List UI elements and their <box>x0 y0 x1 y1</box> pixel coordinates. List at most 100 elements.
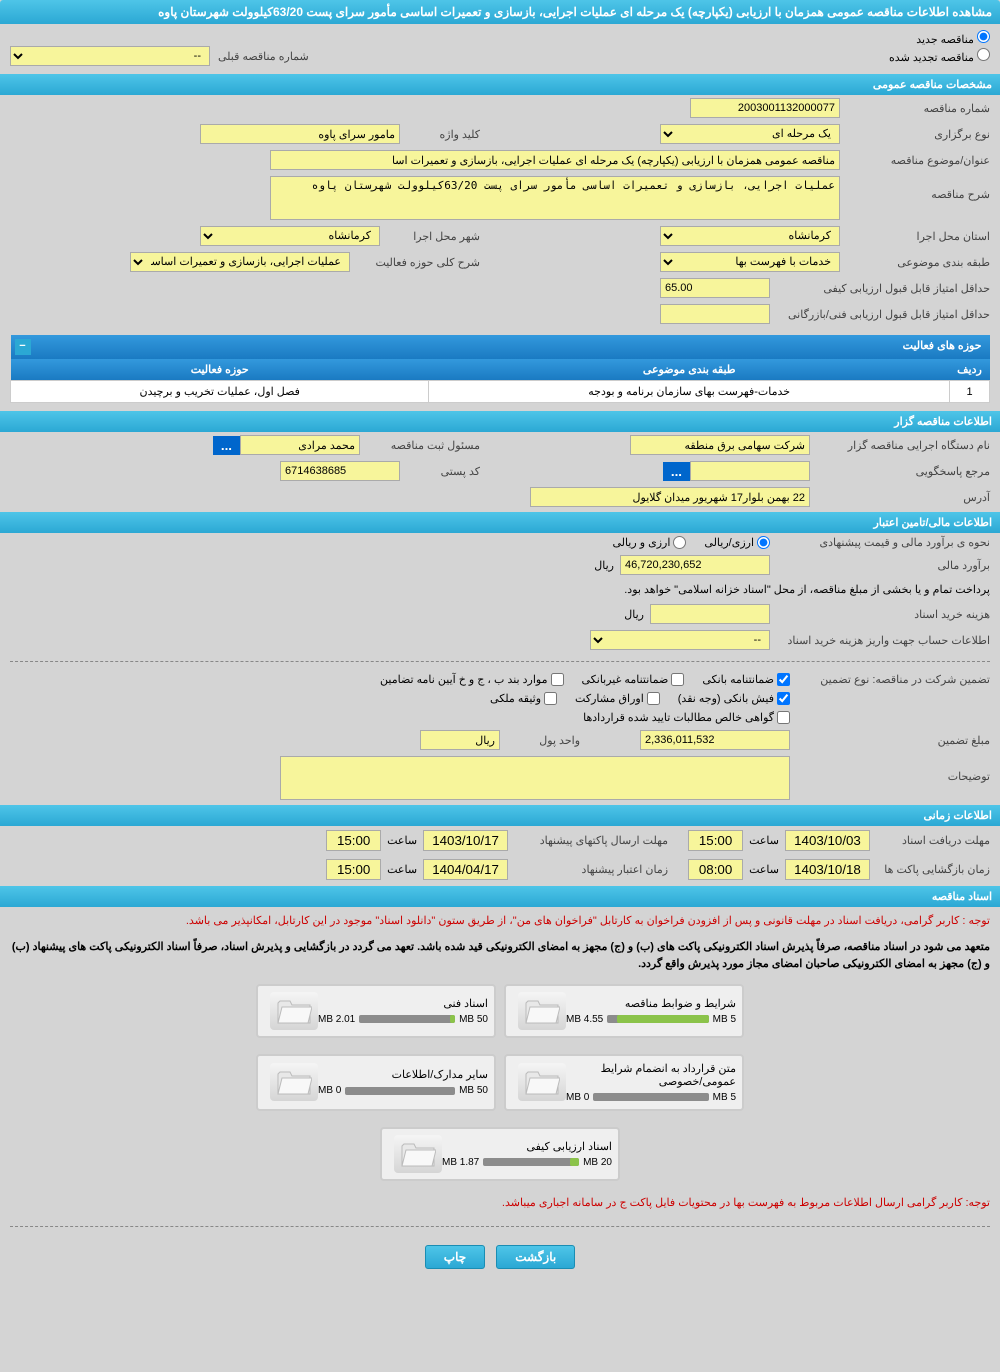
responsible-input[interactable] <box>240 435 360 455</box>
radio-rial[interactable]: ارزی/ریالی <box>704 536 770 549</box>
send-deadline-date[interactable] <box>423 830 508 851</box>
document-box[interactable]: شرایط و ضوابط مناقصه5 MB4.55 MB <box>504 984 744 1038</box>
holding-type-select[interactable]: یک مرحله ای <box>660 124 840 144</box>
section-financial: اطلاعات مالی/تامین اعتبار <box>0 512 1000 533</box>
section-documents: اسناد مناقصه <box>0 886 1000 907</box>
cb-clauses[interactable]: موارد بند ب ، ج و خ آیین نامه تضامین <box>380 673 563 686</box>
doc-note-2: متعهد می شود در اسناد مناقصه، صرفاً پذیر… <box>0 937 1000 976</box>
address-input[interactable] <box>530 487 810 507</box>
opening-time[interactable] <box>688 859 743 880</box>
payment-note: پرداخت تمام و یا بخشی از مبلغ مناقصه، از… <box>624 581 990 598</box>
money-unit-input[interactable] <box>420 730 500 750</box>
prev-number-select[interactable]: -- <box>10 46 210 66</box>
doc-max: 20 MB <box>583 1157 612 1168</box>
estimate-label: برآورد مالی <box>770 559 990 572</box>
separator-2 <box>10 1226 990 1227</box>
contact-input[interactable] <box>690 461 810 481</box>
folder-icon <box>270 992 318 1030</box>
doc-size: 4.55 MB <box>566 1014 603 1025</box>
radio-renewed-tender[interactable]: مناقصه تجدید شده <box>889 48 990 64</box>
validity-time[interactable] <box>326 859 381 880</box>
receive-deadline-time[interactable] <box>688 830 743 851</box>
exec-name-label: نام دستگاه اجرایی مناقصه گزار <box>810 439 990 452</box>
doc-title: سایر مدارک/اطلاعات <box>318 1068 488 1081</box>
doc-title: اسناد ارزیابی کیفی <box>442 1140 612 1153</box>
folder-icon <box>394 1135 442 1173</box>
col-subject: طبقه بندی موضوعی <box>429 359 950 381</box>
table-row: 1 خدمات-فهرست بهای سازمان برنامه و بودجه… <box>11 381 990 403</box>
doc-max: 50 MB <box>459 1085 488 1096</box>
min-tech-input[interactable] <box>660 304 770 324</box>
contact-lookup-button[interactable]: ... <box>663 462 690 481</box>
keyword-input[interactable] <box>200 124 400 144</box>
doc-size: 0 MB <box>318 1085 341 1096</box>
min-quality-input[interactable] <box>660 278 770 298</box>
cb-nonbank-guarantee[interactable]: ضمانتنامه غیربانکی <box>582 673 685 686</box>
cb-property[interactable]: وثیقه ملکی <box>490 692 557 705</box>
rial-unit-2: ریال <box>624 608 644 621</box>
radio-new-tender[interactable]: مناقصه جدید <box>916 34 990 46</box>
prev-number-label: شماره مناقصه قبلی <box>210 50 309 63</box>
validity-date[interactable] <box>423 859 508 880</box>
doc-progress-bar <box>607 1015 708 1023</box>
tender-number-input[interactable] <box>690 98 840 118</box>
responsible-lookup-button[interactable]: ... <box>213 436 240 455</box>
cb-bank-guarantee[interactable]: ضمانتنامه بانکی <box>702 673 790 686</box>
holding-type-label: نوع برگزاری <box>840 128 990 141</box>
guarantee-amount-input[interactable] <box>640 730 790 750</box>
tender-number-label: شماره مناقصه <box>840 102 990 115</box>
receive-deadline-date[interactable] <box>785 830 870 851</box>
receive-deadline-label: مهلت دریافت اسناد <box>870 834 990 847</box>
doc-progress-bar <box>483 1158 579 1166</box>
subject-class-select[interactable]: خدمات با فهرست بها <box>660 252 840 272</box>
document-box[interactable]: سایر مدارک/اطلاعات 50 MB 0 MB <box>256 1054 496 1111</box>
keyword-label: کلید واژه <box>400 128 480 141</box>
doc-cost-input[interactable] <box>650 604 770 624</box>
desc-textarea[interactable]: عملیات اجرایی، بازسازی و تعمیرات اساسی م… <box>270 176 840 220</box>
doc-max: 50 MB <box>459 1014 488 1025</box>
postal-input[interactable] <box>280 461 400 481</box>
remarks-label: توضیحات <box>790 756 990 783</box>
province-select[interactable]: کرمانشاه <box>660 226 840 246</box>
activity-table: حوزه های فعالیت − ردیف طبقه بندی موضوعی … <box>10 335 990 403</box>
remarks-textarea[interactable] <box>280 756 790 800</box>
cb-bank-receipt[interactable]: فیش بانکی (وجه نقد) <box>678 692 790 705</box>
document-box[interactable]: متن قرارداد به انضمام شرایط عمومی/خصوصی5… <box>504 1054 744 1111</box>
exec-name-input[interactable] <box>630 435 810 455</box>
section-general: مشخصات مناقصه عمومی <box>0 74 1000 95</box>
activity-scope-select[interactable]: عملیات اجرایی، بازسازی و تعمیرات اساسی م… <box>130 252 350 272</box>
activity-table-title: حوزه های فعالیت <box>903 340 982 352</box>
send-deadline-time[interactable] <box>326 830 381 851</box>
title-input[interactable] <box>270 150 840 170</box>
doc-title: متن قرارداد به انضمام شرایط عمومی/خصوصی <box>566 1062 736 1088</box>
section-organizer: اطلاعات مناقصه گزار <box>0 411 1000 432</box>
folder-icon <box>518 992 566 1030</box>
folder-icon <box>518 1063 566 1101</box>
cb-certificate[interactable]: گواهی خالص مطالبات تایید شده قراردادها <box>583 711 790 724</box>
folder-icon <box>270 1063 318 1101</box>
collapse-icon[interactable]: − <box>15 339 31 355</box>
back-button[interactable]: بازگشت <box>496 1245 575 1269</box>
account-info-select[interactable]: -- <box>590 630 770 650</box>
title-label: عنوان/موضوع مناقصه <box>840 154 990 167</box>
opening-date[interactable] <box>785 859 870 880</box>
guarantee-amount-label: مبلغ تضمین <box>790 734 990 747</box>
city-select[interactable]: کرمانشاه <box>200 226 380 246</box>
opening-label: زمان بازگشایی پاکت ها <box>870 863 990 876</box>
account-info-label: اطلاعات حساب جهت واریز هزینه خرید اسناد <box>770 634 990 647</box>
page-title: مشاهده اطلاعات مناقصه عمومی همزمان با ار… <box>0 0 1000 24</box>
address-label: آدرس <box>810 491 990 504</box>
estimate-input[interactable] <box>620 555 770 575</box>
print-button[interactable]: چاپ <box>425 1245 485 1269</box>
estimate-method-label: نحوه ی برآورد مالی و قیمت پیشنهادی <box>770 536 990 549</box>
document-box[interactable]: اسناد ارزیابی کیفی20 MB1.87 MB <box>380 1127 620 1181</box>
cb-securities[interactable]: اوراق مشارکت <box>575 692 660 705</box>
doc-cost-label: هزینه خرید اسناد <box>770 608 990 621</box>
min-quality-label: حداقل امتیاز قابل قبول ارزیابی کیفی <box>770 282 990 295</box>
doc-max: 5 MB <box>713 1014 736 1025</box>
document-box[interactable]: اسناد فنی50 MB2.01 MB <box>256 984 496 1038</box>
separator <box>10 661 990 662</box>
money-unit-label: واحد پول <box>500 734 580 747</box>
radio-currency[interactable]: ارزی و ریالی <box>612 536 686 549</box>
section-timing: اطلاعات زمانی <box>0 805 1000 826</box>
